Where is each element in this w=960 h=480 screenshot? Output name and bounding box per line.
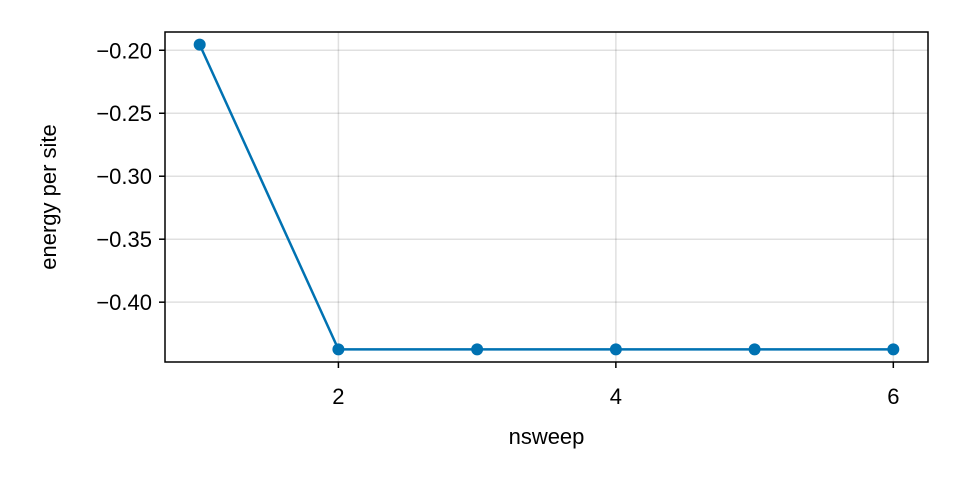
y-tick-label: −0.20 bbox=[96, 38, 152, 63]
x-tick-label: 4 bbox=[610, 384, 622, 409]
x-tick-label: 2 bbox=[332, 384, 344, 409]
x-tick-labels: 2 4 6 bbox=[332, 384, 899, 409]
y-tick-label: −0.40 bbox=[96, 290, 152, 315]
x-axis-label: nsweep bbox=[509, 424, 585, 449]
y-tick-label: −0.30 bbox=[96, 164, 152, 189]
series-layer bbox=[193, 38, 900, 356]
y-axis-label: energy per site bbox=[36, 124, 61, 270]
plot-frame bbox=[164, 31, 929, 363]
y-tick-label: −0.25 bbox=[96, 101, 152, 126]
data-point bbox=[887, 343, 900, 356]
data-point bbox=[332, 343, 345, 356]
grid-lines bbox=[165, 32, 928, 362]
data-point bbox=[193, 38, 206, 51]
y-tick-labels: −0.20 −0.25 −0.30 −0.35 −0.40 bbox=[96, 38, 152, 315]
data-point bbox=[609, 343, 622, 356]
data-point bbox=[748, 343, 761, 356]
y-tick-label: −0.35 bbox=[96, 227, 152, 252]
axis-ticks bbox=[159, 49, 895, 368]
data-point bbox=[471, 343, 484, 356]
series-line bbox=[198, 44, 894, 351]
x-tick-label: 6 bbox=[887, 384, 899, 409]
